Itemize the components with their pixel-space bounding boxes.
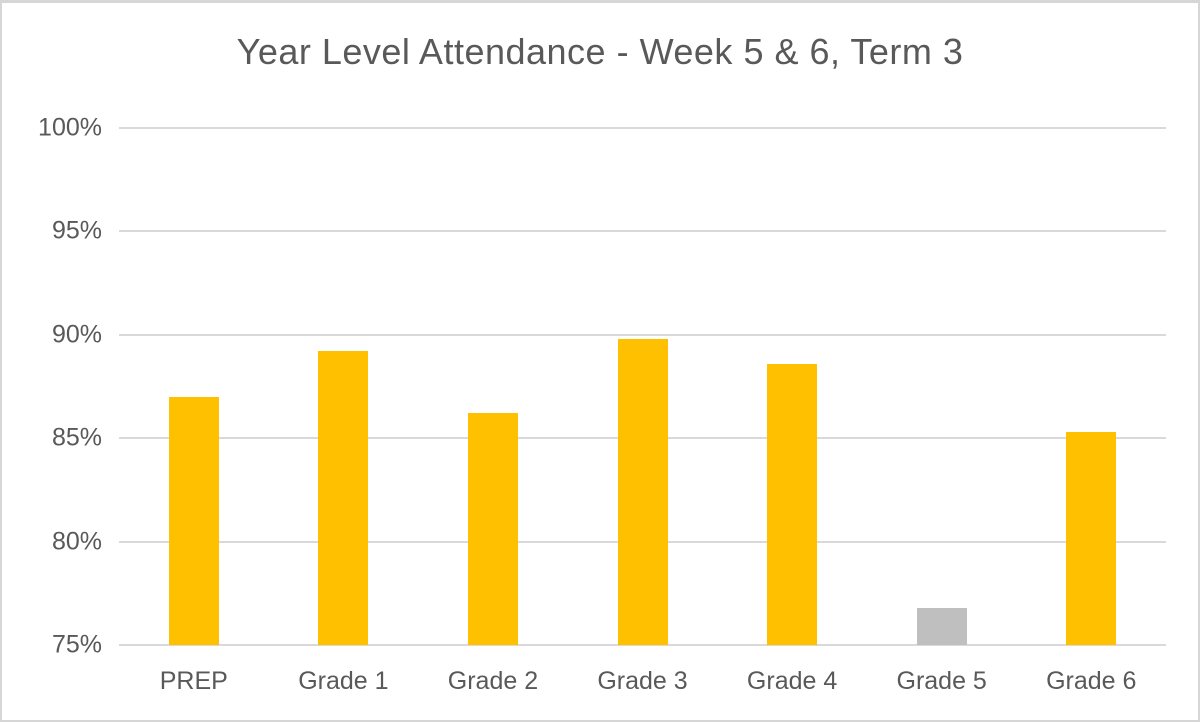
bar-slot-grade-2 — [418, 128, 568, 645]
x-tick-label-grade-3: Grade 3 — [597, 667, 688, 695]
y-tick-label-85: 85% — [51, 423, 102, 452]
y-tick-label-90: 90% — [51, 320, 102, 349]
bar-slot-grade-5 — [867, 128, 1017, 645]
bar-prep — [168, 396, 219, 645]
gridline-75 — [119, 644, 1166, 646]
x-tick-label-grade-5: Grade 5 — [896, 667, 987, 695]
bar-slot-grade-1 — [269, 128, 419, 645]
bar-slot-grade-4 — [717, 128, 867, 645]
bar-grade-2 — [467, 413, 518, 645]
chart-title: Year Level Attendance - Week 5 & 6, Term… — [236, 31, 964, 72]
bar-slot-grade-3 — [568, 128, 718, 645]
plot-area — [119, 127, 1166, 646]
x-tick-label-grade-2: Grade 2 — [447, 667, 539, 695]
y-tick-label-95: 95% — [51, 216, 102, 245]
bar-grade-1 — [318, 351, 369, 645]
bars-layer — [119, 128, 1166, 645]
x-tick-label-grade-1: Grade 1 — [298, 667, 389, 695]
y-tick-label-100: 100% — [38, 113, 102, 142]
x-tick-label-grade-6: Grade 6 — [1046, 667, 1137, 695]
x-axis: PREP Grade 1 Grade 2 Grade 3 Grade 4 Grade 5 G… — [119, 667, 1166, 696]
bar-slot-prep — [119, 128, 269, 645]
y-tick-label-80: 80% — [51, 527, 102, 556]
gridline-95 — [119, 230, 1166, 233]
y-tick-label-75: 75% — [51, 630, 102, 659]
x-tick-label-prep: PREP — [159, 667, 228, 695]
gridline-90 — [119, 333, 1166, 336]
bar-grade-4 — [767, 363, 818, 645]
bar-grade-6 — [1066, 432, 1117, 645]
x-tick-label-grade-4: Grade 4 — [746, 667, 838, 695]
y-axis: 100% 95% 90% 85% 80% 75% — [18, 114, 102, 659]
gridline-100 — [119, 127, 1166, 129]
bar-grade-3 — [617, 338, 668, 645]
bar-slot-grade-6 — [1016, 128, 1166, 645]
bar-grade-5 — [916, 607, 967, 645]
